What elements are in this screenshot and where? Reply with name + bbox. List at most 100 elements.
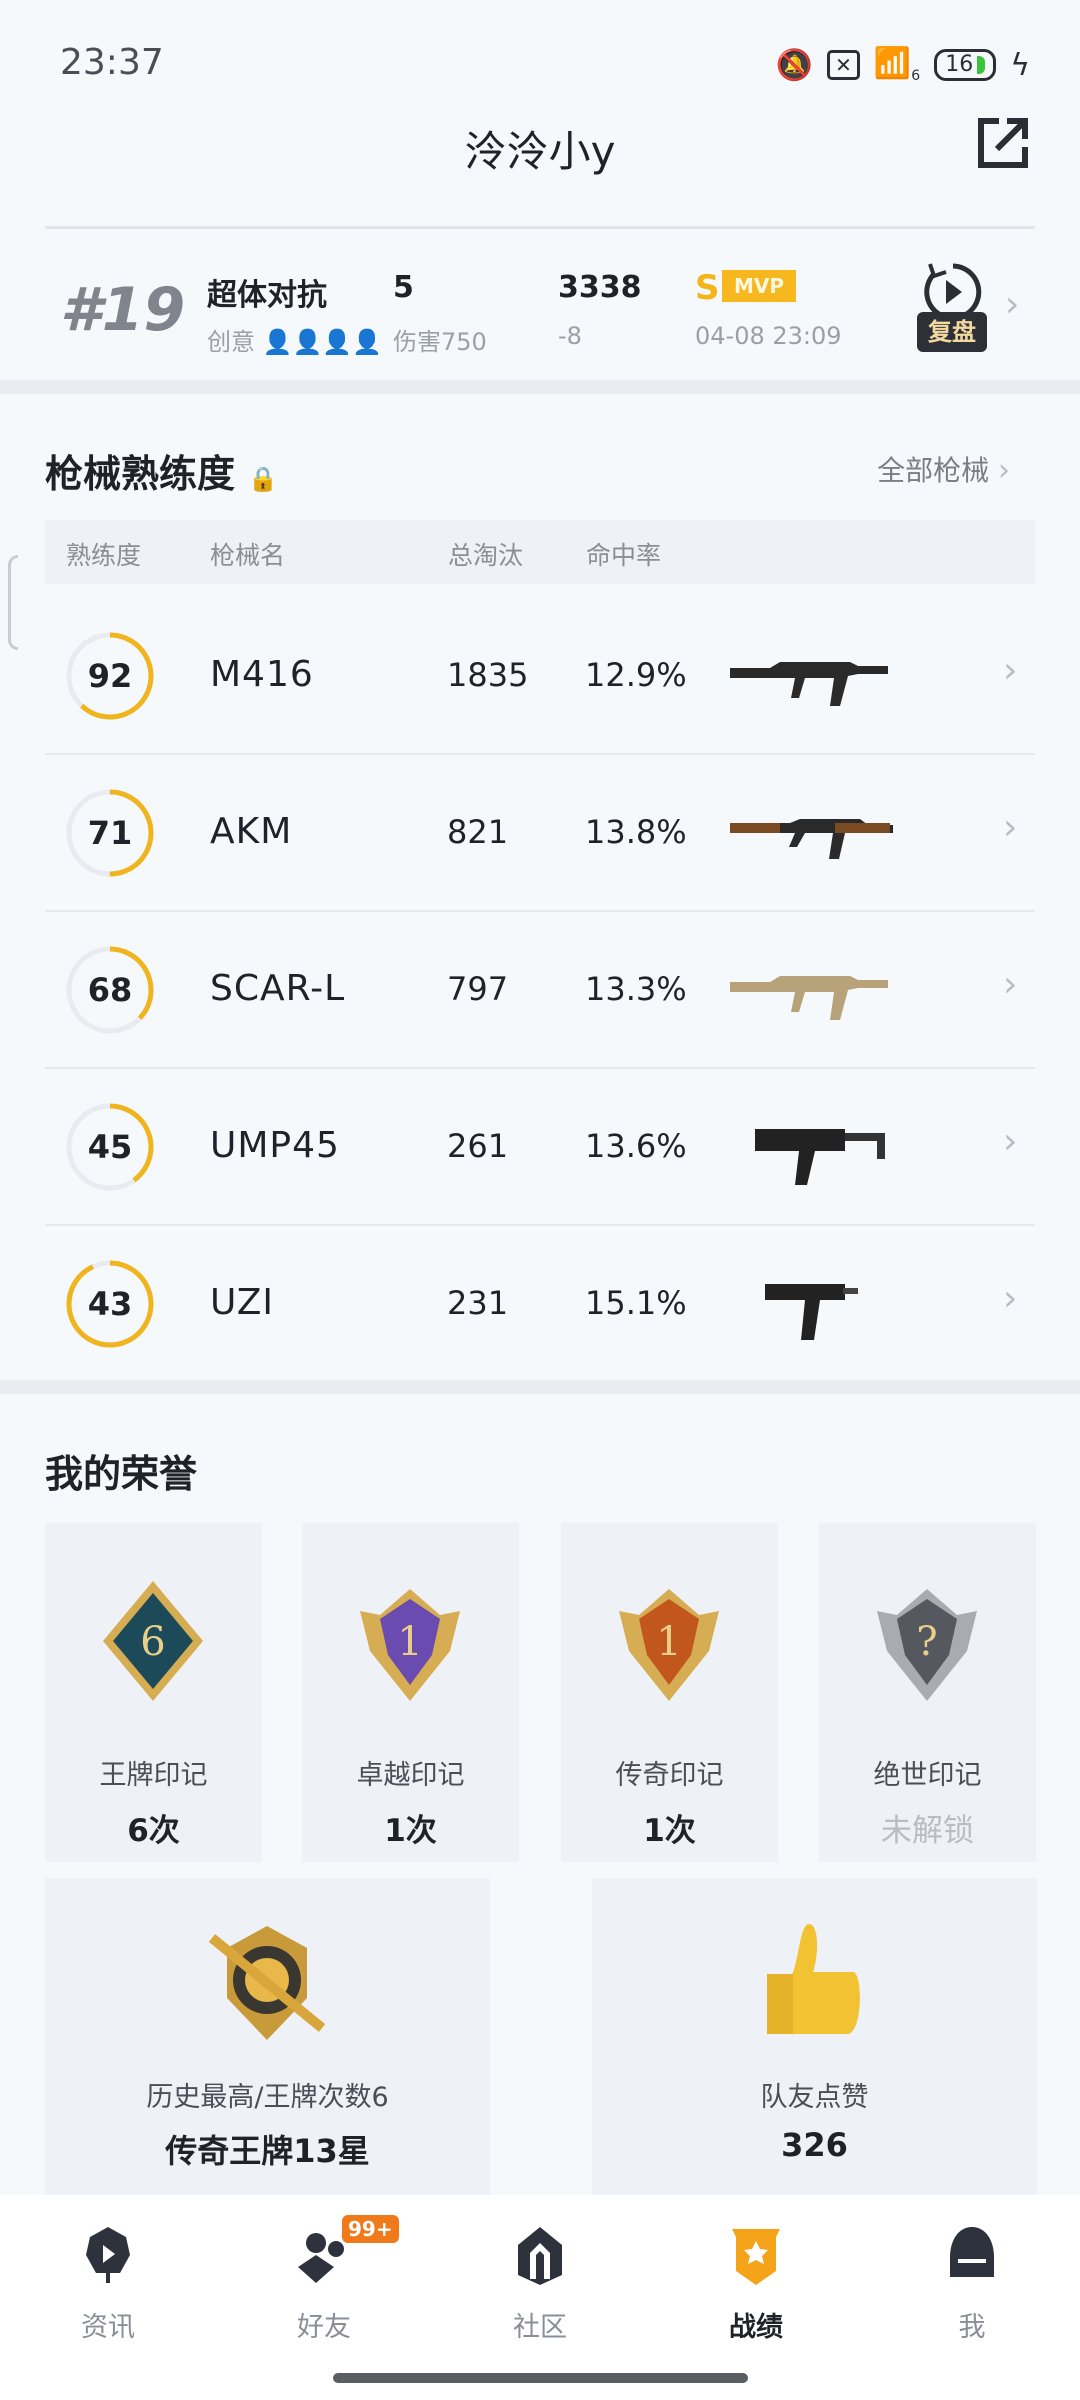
charging-icon: ϟ	[1010, 47, 1030, 83]
status-time: 23:37	[60, 42, 164, 83]
proficiency-level: 68	[87, 971, 133, 1009]
proficiency-ring	[66, 1260, 154, 1348]
honor-value: 1次	[384, 1813, 437, 1849]
weapon-hit-rate: 15.1%	[585, 1284, 687, 1322]
best-rank-value: 传奇王牌13星	[165, 2132, 370, 2170]
weapon-hit-rate: 13.8%	[585, 813, 687, 851]
weapon-image-icon	[730, 819, 893, 859]
home-indicator[interactable]	[333, 2373, 748, 2383]
chevron-right-icon: ›	[1003, 964, 1018, 1005]
chevron-right-icon: ›	[1003, 1278, 1018, 1319]
honor-label: 绝世印记	[873, 1760, 982, 1791]
proficiency-ring-fill	[66, 946, 154, 1034]
team-size-icon: 👤👤👤👤	[262, 328, 383, 356]
proficiency-ring	[66, 632, 154, 720]
honor-card[interactable]: 1 传奇印记 1次	[561, 1523, 778, 1862]
side-drawer-handle[interactable]	[8, 555, 18, 650]
chevron-right-icon[interactable]: ›	[1005, 284, 1020, 325]
weapon-image-icon	[730, 976, 888, 1020]
weapon-kills: 1835	[447, 656, 529, 694]
weapon-kills: 261	[447, 1127, 509, 1165]
weapon-hit-rate: 12.9%	[585, 656, 687, 694]
match-time: 04-08 23:09	[695, 322, 842, 350]
honor-label: 传奇印记	[615, 1760, 724, 1791]
all-weapons-link[interactable]: 全部枪械 ›	[877, 453, 1010, 488]
weapon-hit-rate: 13.6%	[585, 1127, 687, 1165]
tab-friends[interactable]: 99+ 好友	[254, 2215, 399, 2344]
weapon-image-icon	[755, 1129, 885, 1185]
honor-label: 卓越印记	[356, 1760, 465, 1791]
records-icon	[732, 2229, 780, 2285]
wifi-icon: 📶6	[873, 46, 921, 84]
col-proficiency: 熟练度	[66, 541, 142, 570]
tab-records[interactable]: 战绩	[686, 2223, 826, 2344]
chevron-right-icon: ›	[1003, 807, 1018, 848]
section-separator	[0, 1380, 1080, 1394]
honor-value: 6次	[127, 1813, 180, 1849]
weapon-name: SCAR-L	[210, 968, 346, 1009]
proficiency-level: 45	[87, 1128, 133, 1166]
tab-me[interactable]: 我	[902, 2223, 1042, 2344]
best-rank-card[interactable]: 历史最高/王牌次数6 传奇王牌13星	[45, 1878, 490, 2195]
news-icon	[86, 2227, 130, 2283]
match-rank: #19	[60, 275, 186, 345]
page-title: 泠泠小y	[464, 127, 616, 176]
honors-section-title: 我的荣誉	[45, 1452, 198, 1496]
weapon-name: UMP45	[210, 1125, 340, 1166]
weapon-image-icon	[765, 1284, 858, 1340]
teammate-likes-card[interactable]: 队友点赞 326	[592, 1878, 1037, 2195]
honor-badge-icon: 1	[360, 1589, 460, 1701]
weapon-kills: 231	[447, 1284, 509, 1322]
weapon-kills: 821	[447, 813, 509, 851]
weapon-row[interactable]: 45 UMP45 261 13.6% ›	[45, 1069, 1035, 1226]
thumbs-up-icon	[767, 1924, 860, 2034]
proficiency-level: 71	[87, 814, 133, 852]
weapon-image-icon	[730, 662, 888, 706]
proficiency-ring-fill	[66, 632, 154, 720]
friends-icon	[298, 2233, 344, 2283]
share-icon[interactable]	[975, 115, 1031, 171]
community-icon	[518, 2227, 562, 2285]
honor-card[interactable]: 1 卓越印记 1次	[302, 1523, 519, 1862]
honor-badge-number: 1	[656, 1619, 681, 1665]
weapon-row[interactable]: 68 SCAR-L 797 13.3% ›	[45, 912, 1035, 1069]
match-damage: 伤害750	[393, 328, 487, 356]
grade-badge: S	[695, 268, 720, 308]
match-score-change: -8	[558, 322, 582, 350]
weapon-name: UZI	[210, 1282, 274, 1323]
honor-badge-number: ?	[916, 1619, 937, 1665]
mvp-badge: MVP	[722, 270, 797, 302]
weapon-row[interactable]: 71 AKM 821 13.8% ›	[45, 755, 1035, 912]
proficiency-level: 43	[87, 1285, 133, 1323]
chevron-right-icon: ›	[1003, 650, 1018, 691]
chevron-right-icon: ›	[998, 453, 1010, 488]
weapon-hit-rate: 13.3%	[585, 970, 687, 1008]
honor-label: 王牌印记	[99, 1760, 208, 1791]
chevron-right-icon: ›	[1003, 1121, 1018, 1162]
weapons-table-header: 熟练度 枪械名 总淘汰 命中率	[45, 520, 1035, 584]
weapon-kills: 797	[447, 970, 509, 1008]
honor-value: 1次	[643, 1813, 696, 1849]
proficiency-ring	[66, 789, 154, 877]
tab-community[interactable]: 社区	[470, 2223, 610, 2344]
replay-button[interactable]: 复盘	[917, 312, 987, 352]
weapon-row[interactable]: 43 UZI 231 15.1% ›	[45, 1226, 1035, 1383]
lock-icon[interactable]: 🔒	[248, 465, 279, 493]
honor-card[interactable]: 6 王牌印记 6次	[45, 1523, 262, 1862]
likes-value: 326	[781, 2126, 848, 2164]
best-rank-label: 历史最高/王牌次数6	[146, 2082, 389, 2113]
sim-off-icon: ✕	[827, 50, 860, 80]
helmet-icon	[950, 2227, 994, 2277]
match-kills: 5	[393, 270, 414, 305]
honor-badge-icon: ?	[877, 1589, 977, 1701]
friends-badge: 99+	[342, 2215, 399, 2243]
weapon-row[interactable]: 92 M416 1835 12.9% ›	[45, 598, 1035, 755]
proficiency-ring	[66, 946, 154, 1034]
honor-badge-number: 1	[397, 1619, 422, 1665]
bottom-tab-bar: 资讯 99+ 好友 社区 战绩 我	[0, 2195, 1080, 2400]
honor-card[interactable]: ? 绝世印记 未解锁	[819, 1523, 1036, 1862]
col-total-kills: 总淘汰	[448, 541, 524, 570]
honor-badge-icon: 1	[619, 1589, 719, 1701]
tab-news[interactable]: 资讯	[38, 2223, 178, 2344]
honor-value: 未解锁	[881, 1813, 974, 1849]
